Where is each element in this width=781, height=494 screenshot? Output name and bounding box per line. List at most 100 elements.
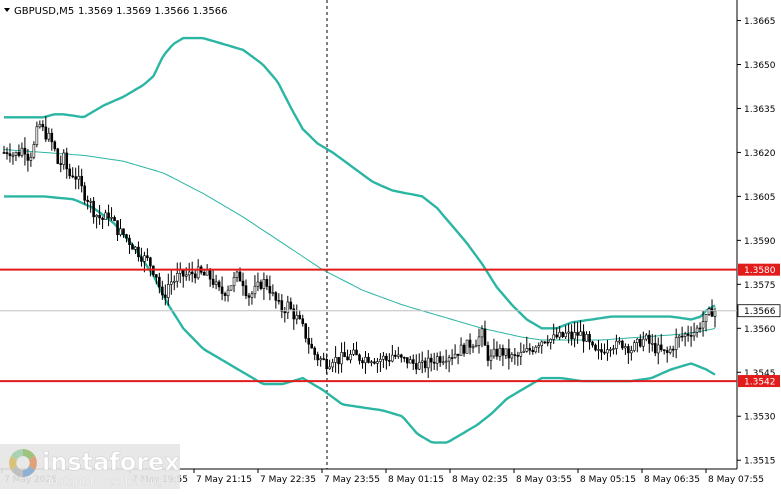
candle-body <box>77 175 80 180</box>
candle <box>131 242 134 250</box>
candle <box>668 345 672 355</box>
candle <box>525 336 529 353</box>
candle-body <box>444 360 448 363</box>
candle <box>680 326 684 342</box>
candle-body <box>89 200 92 203</box>
candle <box>169 270 173 295</box>
candle-body <box>704 314 708 322</box>
candle-body <box>561 331 564 338</box>
candle <box>665 346 669 363</box>
candle-body <box>498 347 502 357</box>
candle-body <box>644 334 648 340</box>
candle <box>597 339 600 360</box>
candle <box>662 349 666 355</box>
candle-body <box>116 220 119 236</box>
candle-body <box>235 271 239 278</box>
candle <box>373 357 376 365</box>
candle <box>86 195 89 210</box>
candle <box>504 348 508 359</box>
candle <box>211 270 215 289</box>
candle-body <box>480 328 484 338</box>
candle-body <box>486 345 490 361</box>
candle <box>522 344 526 353</box>
candle-body <box>698 327 702 330</box>
candle <box>286 295 290 319</box>
candle-body <box>707 308 711 315</box>
candle-body <box>68 168 72 177</box>
candle <box>692 322 696 341</box>
candle <box>119 218 122 237</box>
candle <box>394 350 397 360</box>
candle-body <box>262 279 266 289</box>
candle <box>101 216 104 229</box>
candle-body <box>576 332 579 336</box>
dropdown-triangle-icon[interactable] <box>4 8 10 12</box>
time-tick-label: 8 May 07:55 <box>708 475 764 485</box>
candle-body <box>564 332 567 338</box>
candle <box>531 346 535 355</box>
candle-body <box>244 285 248 297</box>
candle <box>432 352 436 370</box>
candle <box>304 323 308 343</box>
candle <box>259 279 263 291</box>
candle <box>346 349 349 361</box>
candle-body <box>692 332 696 337</box>
candle <box>334 346 337 373</box>
candle-body <box>83 185 86 201</box>
candle <box>633 340 636 353</box>
time-tick-label: 8 May 06:35 <box>644 475 700 485</box>
candle <box>367 353 370 364</box>
candle-body <box>370 361 373 364</box>
candle <box>385 353 388 370</box>
candle <box>429 353 433 372</box>
candle-body <box>74 176 77 180</box>
candle <box>310 337 314 349</box>
candle <box>53 140 57 152</box>
upper-bollinger-band <box>4 36 716 330</box>
candle <box>537 342 541 353</box>
price-tick-label: 1.3635 <box>744 105 776 115</box>
candle <box>400 353 403 363</box>
level-labels-group: 1.3580 1.3542 1.3566 <box>737 263 781 388</box>
candle-body <box>14 152 18 156</box>
candle <box>128 234 131 254</box>
candle <box>172 275 176 291</box>
candle <box>591 340 594 348</box>
candle <box>636 338 639 353</box>
candle <box>540 340 544 354</box>
candle <box>543 341 547 344</box>
candle-body <box>504 348 508 356</box>
candle-body <box>122 228 125 235</box>
candle <box>23 137 27 166</box>
candle-body <box>331 362 334 368</box>
candle-body <box>630 350 633 354</box>
price-tick-label: 1.3575 <box>744 281 776 291</box>
candle <box>187 262 191 281</box>
candle-body <box>304 323 308 339</box>
candle-body <box>17 152 21 156</box>
candle <box>98 205 101 225</box>
candle <box>38 120 42 129</box>
candle <box>110 207 113 221</box>
candle-body <box>417 361 421 370</box>
candle-body <box>259 281 263 289</box>
candle <box>289 297 293 310</box>
candle <box>331 358 334 373</box>
candle-body <box>459 344 463 356</box>
candle-body <box>80 175 83 187</box>
candle-body <box>513 354 517 356</box>
candle-body <box>441 361 445 364</box>
candle <box>603 343 606 355</box>
candle-body <box>403 356 406 359</box>
candle-body <box>47 132 51 140</box>
candle <box>14 151 18 162</box>
candle <box>2 145 6 154</box>
candle-body <box>471 346 475 349</box>
candle <box>483 320 487 346</box>
candle-body <box>606 349 609 354</box>
candle-body <box>358 354 361 361</box>
candle <box>74 167 77 190</box>
candle-body <box>549 339 552 343</box>
